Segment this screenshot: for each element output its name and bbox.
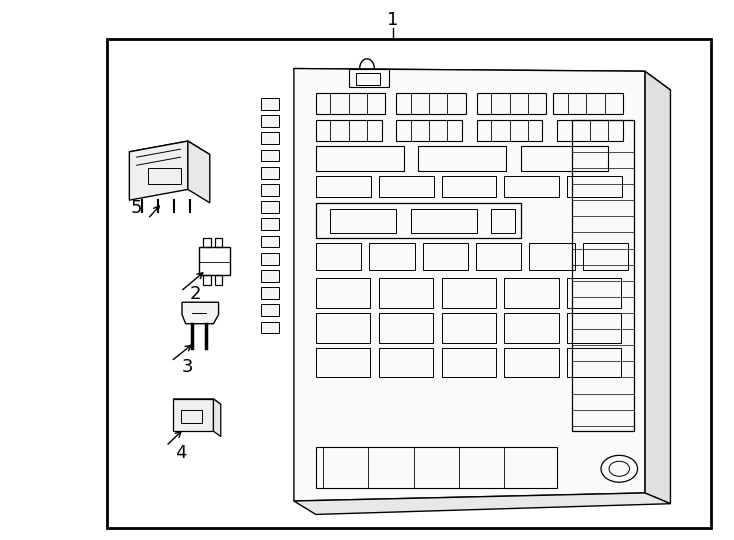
- Bar: [396, 93, 465, 114]
- Bar: [491, 210, 515, 233]
- Bar: [553, 93, 623, 114]
- Bar: [442, 348, 495, 377]
- Polygon shape: [182, 302, 219, 323]
- Bar: [476, 93, 546, 114]
- Polygon shape: [261, 115, 279, 127]
- Polygon shape: [294, 69, 645, 501]
- Bar: [476, 243, 521, 270]
- Bar: [316, 243, 361, 270]
- Polygon shape: [261, 201, 279, 213]
- Bar: [504, 313, 559, 342]
- Polygon shape: [129, 141, 188, 200]
- Bar: [567, 278, 622, 308]
- Polygon shape: [261, 167, 279, 179]
- Polygon shape: [261, 218, 279, 230]
- Polygon shape: [173, 399, 221, 404]
- Polygon shape: [294, 493, 670, 515]
- Polygon shape: [173, 399, 214, 431]
- Bar: [316, 146, 404, 171]
- Bar: [203, 238, 211, 247]
- Bar: [148, 168, 181, 184]
- Bar: [107, 39, 711, 528]
- Bar: [316, 278, 370, 308]
- Bar: [504, 176, 559, 198]
- Text: 5: 5: [131, 199, 142, 217]
- Bar: [316, 348, 370, 377]
- Bar: [316, 176, 371, 198]
- Bar: [379, 278, 433, 308]
- Bar: [316, 313, 370, 342]
- Bar: [529, 243, 575, 270]
- Polygon shape: [261, 235, 279, 247]
- Polygon shape: [261, 270, 279, 282]
- Bar: [411, 210, 476, 233]
- Bar: [379, 348, 433, 377]
- Bar: [316, 93, 385, 114]
- Polygon shape: [261, 322, 279, 333]
- Polygon shape: [261, 98, 279, 110]
- Bar: [442, 278, 495, 308]
- Polygon shape: [261, 132, 279, 144]
- Bar: [203, 275, 211, 285]
- Bar: [504, 348, 559, 377]
- Bar: [316, 119, 382, 141]
- Bar: [181, 410, 203, 423]
- Bar: [330, 210, 396, 233]
- Text: 4: 4: [175, 444, 186, 462]
- Polygon shape: [261, 150, 279, 161]
- Bar: [567, 348, 622, 377]
- Bar: [567, 176, 622, 198]
- Bar: [504, 278, 559, 308]
- Bar: [316, 447, 557, 488]
- Bar: [520, 146, 608, 171]
- Polygon shape: [261, 287, 279, 299]
- Polygon shape: [261, 184, 279, 196]
- Bar: [369, 243, 415, 270]
- Polygon shape: [261, 253, 279, 265]
- Text: 3: 3: [182, 357, 194, 376]
- Bar: [557, 119, 623, 141]
- Bar: [215, 238, 222, 247]
- Polygon shape: [188, 141, 210, 203]
- Polygon shape: [261, 305, 279, 316]
- Bar: [442, 176, 496, 198]
- Polygon shape: [214, 399, 221, 436]
- Bar: [316, 203, 520, 238]
- Bar: [442, 313, 495, 342]
- Polygon shape: [294, 69, 670, 90]
- Bar: [572, 119, 634, 431]
- Polygon shape: [645, 71, 670, 504]
- Bar: [356, 73, 380, 85]
- Text: 2: 2: [189, 285, 201, 303]
- Bar: [396, 119, 462, 141]
- Text: 1: 1: [387, 11, 399, 29]
- Bar: [476, 119, 542, 141]
- Bar: [423, 243, 468, 270]
- Bar: [199, 247, 230, 275]
- Bar: [379, 176, 434, 198]
- Bar: [215, 275, 222, 285]
- Polygon shape: [129, 141, 210, 165]
- Bar: [567, 313, 622, 342]
- Bar: [349, 69, 389, 87]
- Bar: [418, 146, 506, 171]
- Bar: [583, 243, 628, 270]
- Bar: [379, 313, 433, 342]
